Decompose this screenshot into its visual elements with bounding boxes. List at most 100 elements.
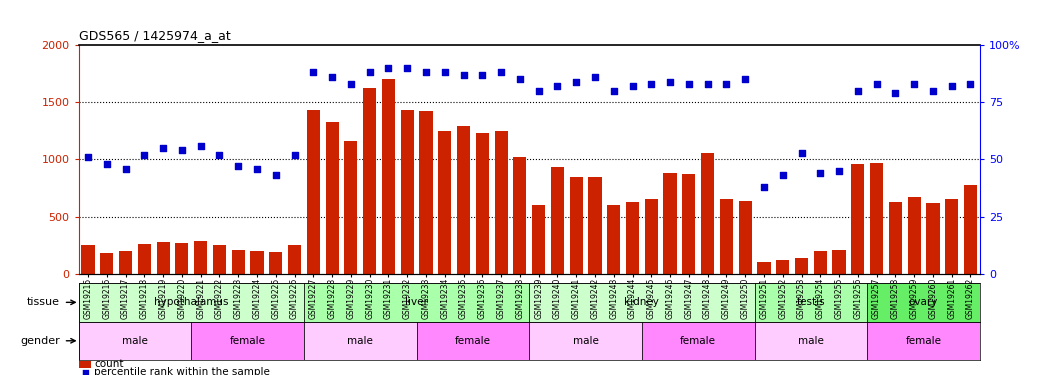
Bar (964, 184, 977, 274)
Text: female: female (455, 336, 490, 346)
Point (642, 81, 659, 87)
Point (417, 69, 434, 75)
Point (756, 184, 772, 190)
Point (924, 88, 941, 94)
Point (831, 168, 848, 174)
Bar (476, 133, 488, 274)
Bar (551, 167, 564, 274)
Point (737, 76, 754, 82)
Text: kidney: kidney (625, 297, 659, 307)
Bar (777, 260, 789, 274)
Bar (137, 244, 151, 274)
Text: percentile rank within the sample: percentile rank within the sample (94, 368, 270, 375)
Point (850, 88, 867, 94)
Text: male: male (798, 336, 824, 346)
Point (380, 65, 397, 71)
Text: liver: liver (406, 297, 428, 307)
Point (117, 165, 134, 171)
Bar (304, 322, 417, 360)
Bar (626, 202, 639, 274)
Bar (156, 242, 170, 274)
Point (887, 90, 903, 96)
Bar (191, 322, 304, 360)
Point (606, 88, 623, 94)
Text: hypothalamus: hypothalamus (154, 297, 228, 307)
Bar (889, 202, 902, 274)
Point (267, 172, 284, 178)
Bar (851, 164, 865, 274)
Bar (758, 262, 770, 274)
Bar (945, 200, 958, 274)
Text: male: male (347, 336, 373, 346)
Bar (795, 258, 808, 274)
Text: ovary: ovary (909, 297, 938, 307)
Point (530, 88, 547, 94)
Text: gender: gender (20, 336, 60, 346)
Point (699, 81, 716, 87)
Point (868, 81, 885, 87)
Bar (720, 200, 733, 274)
Point (493, 69, 509, 75)
Bar (607, 205, 620, 274)
Bar (588, 177, 602, 274)
Bar (307, 110, 320, 274)
Point (511, 76, 528, 82)
Point (680, 81, 697, 87)
Point (343, 81, 359, 87)
Point (587, 74, 604, 80)
Bar (663, 173, 677, 274)
Point (436, 69, 453, 75)
Bar (832, 250, 846, 274)
Point (774, 172, 791, 178)
Point (625, 83, 641, 89)
Bar (82, 245, 94, 274)
Bar (79, 283, 304, 321)
Bar (813, 251, 827, 274)
Bar (682, 174, 696, 274)
Bar (381, 80, 395, 274)
Bar (641, 322, 755, 360)
Point (812, 170, 829, 176)
Bar (457, 126, 471, 274)
Text: female: female (905, 336, 941, 346)
Point (661, 79, 678, 85)
Point (192, 142, 209, 148)
Point (99, 161, 115, 167)
Bar (250, 251, 263, 274)
Point (305, 69, 322, 75)
Bar (194, 241, 208, 274)
Bar (175, 243, 189, 274)
Bar (868, 283, 980, 321)
Point (399, 65, 416, 71)
Bar (870, 163, 883, 274)
Text: female: female (230, 336, 265, 346)
Bar (269, 252, 282, 274)
Bar (868, 322, 980, 360)
Bar (419, 111, 433, 274)
Point (943, 83, 960, 89)
Point (962, 81, 979, 87)
Bar (701, 153, 714, 274)
Bar (532, 205, 545, 274)
Bar (363, 88, 376, 274)
Point (549, 83, 566, 89)
Point (718, 81, 735, 87)
Text: testis: testis (796, 297, 825, 307)
Point (248, 165, 265, 171)
Bar (529, 283, 755, 321)
Text: count: count (94, 359, 124, 369)
Point (211, 152, 227, 158)
Point (155, 145, 172, 151)
Bar (908, 197, 921, 274)
Point (455, 72, 472, 78)
Point (230, 163, 246, 169)
Bar (79, 322, 191, 360)
Bar (495, 131, 507, 274)
Point (80, 154, 96, 160)
Bar (926, 203, 939, 274)
Bar (288, 245, 301, 274)
Bar (529, 322, 641, 360)
Text: ■: ■ (82, 368, 90, 375)
Text: tissue: tissue (27, 297, 60, 307)
Point (474, 72, 490, 78)
